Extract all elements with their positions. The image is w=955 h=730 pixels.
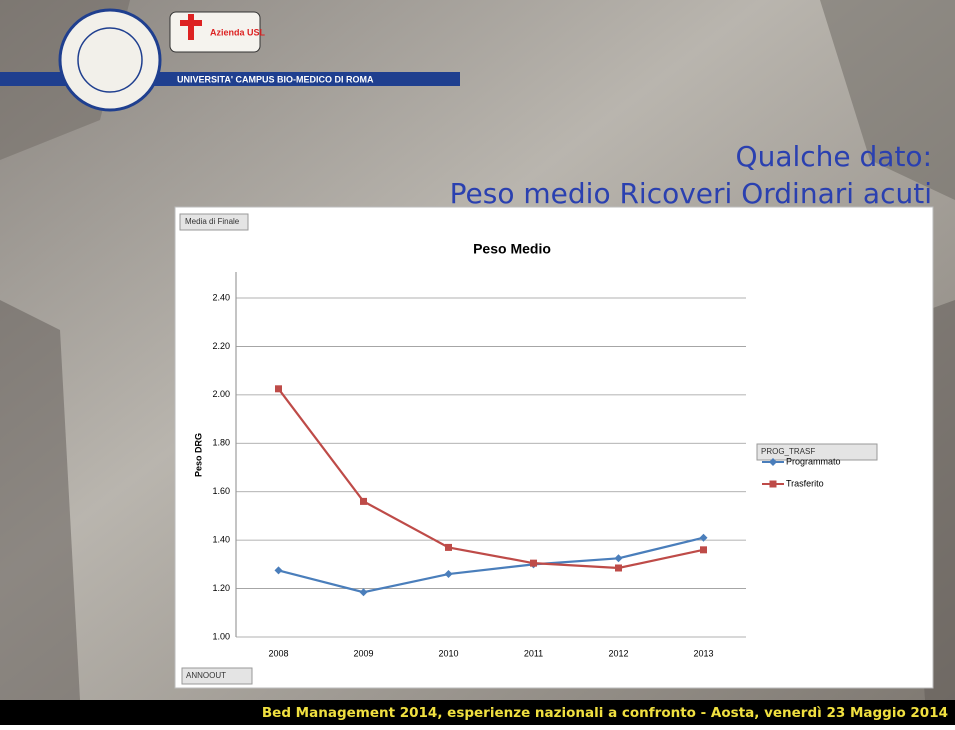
data-point [444,570,453,579]
y-tick-label: 2.40 [212,292,230,302]
x-tick-label: 2011 [524,648,543,658]
data-point [275,385,282,393]
pivot-button[interactable] [756,443,878,461]
legend-label: Programmato [786,456,841,466]
series-line [277,388,704,570]
pivot-button-label: Media di Finale [185,217,240,226]
y-tick-label: 1.40 [212,535,230,545]
chart-title: Peso Medio [473,241,551,257]
usl-text: Azienda USL [210,27,266,37]
x-tick-label: 2012 [608,648,628,658]
y-axis-label: Peso DRG [193,433,203,477]
data-point [699,533,708,542]
series-line [278,536,704,594]
data-point [360,497,367,505]
footer-text: Bed Management 2014, esperienze nazional… [262,705,948,721]
pivot-button-label: ANNOOUT [186,671,226,680]
y-tick-label: 1.60 [212,486,230,496]
fresco-shape [0,300,80,700]
data-point [700,546,707,554]
y-tick-label: 1.80 [212,438,230,448]
x-tick-label: 2013 [693,648,713,658]
data-point [445,543,452,551]
fresco-shape [820,0,955,200]
x-tick-label: 2010 [438,648,458,658]
heading: Qualche dato: [736,140,932,173]
data-point [359,588,368,597]
data-point [274,566,283,575]
y-tick-label: 1.00 [212,631,230,641]
pivot-button-label: PROG_TRASF [761,447,815,456]
data-point [769,458,777,466]
y-tick-label: 2.00 [212,389,230,399]
data-point [769,480,777,488]
x-tick-label: 2009 [353,648,373,658]
x-tick-label: 2008 [268,648,288,658]
data-point [615,564,622,572]
heading: Peso medio Ricoveri Ordinari acuti [450,177,932,210]
university-logo-ring [77,27,143,93]
usl-cross [180,14,202,40]
data-point [614,554,623,563]
university-logo [58,8,162,112]
data-point [530,559,537,567]
legend-label: Trasferito [786,478,824,488]
y-tick-label: 2.20 [212,341,230,351]
pivot-button[interactable] [179,213,249,231]
y-tick-label: 1.20 [212,583,230,593]
university-name: UNIVERSITA' CAMPUS BIO-MEDICO DI ROMA [177,74,374,84]
footer-bar [0,700,955,725]
pivot-button[interactable] [181,667,253,685]
